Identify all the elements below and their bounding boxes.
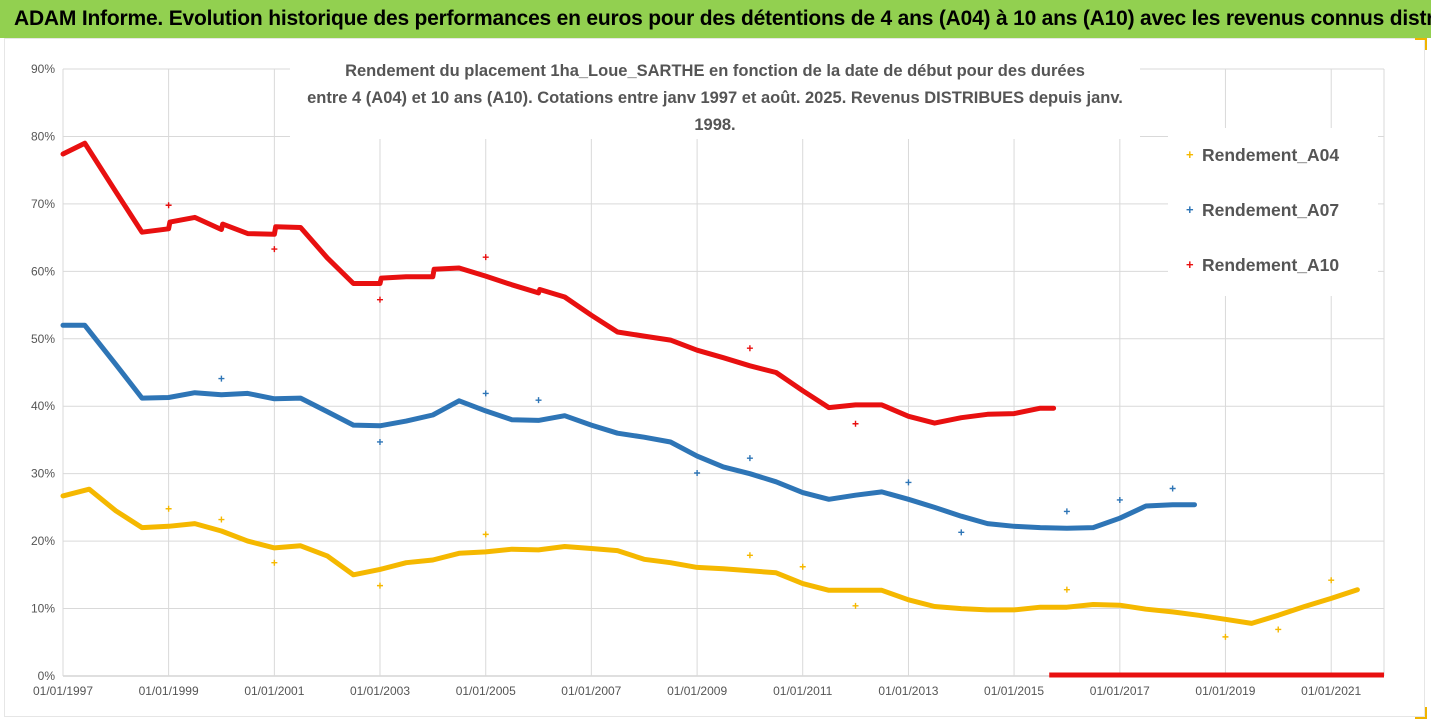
resize-corner-bottom-right[interactable] [1415, 707, 1427, 719]
data-point [1328, 577, 1335, 584]
y-tick-label: 20% [31, 534, 55, 548]
data-point [482, 254, 489, 261]
resize-corner-top-right[interactable] [1415, 38, 1427, 50]
data-point [376, 296, 383, 303]
chart-legend: + Rendement_A04 + Rendement_A07 + Rendem… [1168, 128, 1378, 296]
data-point [746, 552, 753, 559]
x-tick-label: 01/01/2005 [456, 684, 516, 698]
data-point [1063, 586, 1070, 593]
data-point [376, 438, 383, 445]
data-point [799, 563, 806, 570]
data-point [482, 531, 489, 538]
data-point [1169, 485, 1176, 492]
data-point [165, 202, 172, 209]
y-tick-label: 60% [31, 264, 55, 278]
data-point [1063, 508, 1070, 515]
x-tick-label: 01/01/2009 [667, 684, 727, 698]
data-point [905, 479, 912, 486]
data-point [376, 582, 383, 589]
report-title: ADAM Informe. Evolution historique des p… [14, 7, 1431, 30]
x-tick-label: 01/01/2003 [350, 684, 410, 698]
data-point [1275, 626, 1282, 633]
legend-marker-a10: + [1186, 257, 1194, 272]
data-point [852, 602, 859, 609]
x-tick-label: 01/01/1997 [33, 684, 93, 698]
series-line-rendement_a04 [60, 486, 1360, 626]
y-tick-label: 0% [38, 669, 56, 683]
legend-marker-a04: + [1186, 147, 1194, 162]
x-tick-label: 01/01/1999 [139, 684, 199, 698]
x-tick-label: 01/01/2017 [1090, 684, 1150, 698]
legend-label-a07: Rendement_A07 [1202, 200, 1340, 220]
series-line-rendement_a10 [60, 140, 1057, 426]
y-tick-label: 70% [31, 197, 55, 211]
data-point [746, 455, 753, 462]
y-tick-label: 40% [31, 399, 55, 413]
chart-title-line-2: entre 4 (A04) et 10 ans (A10). Cotations… [307, 89, 1123, 134]
chart-title: Rendement du placement 1ha_Loue_SARTHE e… [290, 58, 1140, 139]
y-tick-label: 80% [31, 129, 55, 143]
chart-title-line-1: Rendement du placement 1ha_Loue_SARTHE e… [345, 62, 1085, 80]
series-line-rendement_a07 [60, 322, 1197, 531]
data-point [218, 375, 225, 382]
data-point [958, 529, 965, 536]
data-point [852, 420, 859, 427]
y-tick-label: 50% [31, 332, 55, 346]
x-tick-label: 01/01/2001 [244, 684, 304, 698]
x-tick-label: 01/01/2011 [773, 684, 832, 698]
data-point [165, 505, 172, 512]
data-point [535, 397, 542, 404]
y-tick-label: 90% [31, 62, 55, 76]
x-tick-label: 01/01/2015 [984, 684, 1044, 698]
data-point [271, 559, 278, 566]
legend-label-a10: Rendement_A10 [1202, 255, 1340, 275]
y-tick-label: 30% [31, 467, 55, 481]
x-tick-label: 01/01/2019 [1195, 684, 1255, 698]
legend-item-a07[interactable]: + Rendement_A07 [1186, 200, 1340, 221]
legend-item-a10[interactable]: + Rendement_A10 [1186, 255, 1340, 276]
data-point [218, 516, 225, 523]
data-point [746, 345, 753, 352]
legend-item-a04[interactable]: + Rendement_A04 [1186, 145, 1340, 166]
data-point [694, 469, 701, 476]
legend-label-a04: Rendement_A04 [1202, 145, 1340, 165]
data-point [1222, 633, 1229, 640]
data-point [271, 246, 278, 253]
data-point [482, 390, 489, 397]
x-tick-label: 01/01/2021 [1301, 684, 1361, 698]
report-banner: ADAM Informe. Evolution historique des p… [0, 0, 1431, 38]
x-tick-label: 01/01/2013 [878, 684, 938, 698]
y-tick-label: 10% [31, 602, 55, 616]
data-point [1116, 496, 1123, 503]
x-tick-label: 01/01/2007 [561, 684, 621, 698]
chart-frame [4, 38, 1425, 717]
legend-marker-a07: + [1186, 202, 1194, 217]
